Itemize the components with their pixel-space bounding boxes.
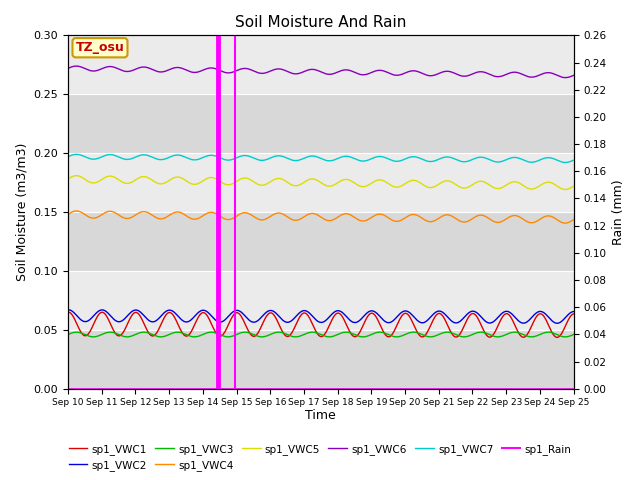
sp1_VWC6 — [280, 67, 288, 73]
sp1_VWC6 — [72, 63, 80, 69]
sp1_VWC4 — [258, 217, 266, 223]
sp1_VWC2 — [258, 313, 266, 319]
sp1_VWC5 — [506, 180, 513, 186]
sp1_VWC4 — [560, 220, 568, 226]
Bar — [68, 330, 573, 389]
sp1_VWC1 — [258, 322, 266, 328]
Line: sp1_VWC6: sp1_VWC6 — [68, 66, 573, 78]
sp1_VWC3 — [570, 332, 577, 337]
sp1_VWC2 — [152, 318, 160, 324]
sp1_VWC3 — [561, 334, 569, 340]
X-axis label: Time: Time — [305, 409, 336, 422]
Line: sp1_VWC1: sp1_VWC1 — [68, 312, 573, 337]
sp1_VWC4 — [570, 217, 577, 223]
sp1_VWC1 — [122, 324, 130, 330]
sp1_VWC2 — [560, 316, 568, 322]
sp1_VWC1 — [560, 326, 568, 332]
sp1_VWC2 — [506, 309, 513, 315]
sp1_VWC6 — [506, 70, 513, 76]
sp1_VWC6 — [64, 65, 72, 71]
sp1_VWC4 — [122, 216, 130, 221]
Bar — [68, 212, 573, 271]
Bar — [68, 94, 573, 153]
sp1_VWC5 — [72, 173, 80, 179]
sp1_VWC7 — [561, 160, 569, 166]
sp1_VWC1 — [506, 312, 513, 318]
Title: Soil Moisture And Rain: Soil Moisture And Rain — [235, 15, 406, 30]
sp1_VWC2 — [553, 320, 561, 326]
sp1_VWC3 — [560, 334, 568, 340]
Y-axis label: Rain (mm): Rain (mm) — [612, 179, 625, 245]
Line: sp1_VWC2: sp1_VWC2 — [68, 310, 573, 323]
sp1_VWC4 — [152, 215, 160, 220]
sp1_VWC7 — [506, 156, 513, 161]
sp1_VWC7 — [72, 152, 80, 157]
sp1_VWC4 — [72, 208, 80, 214]
sp1_VWC2 — [570, 309, 577, 314]
sp1_VWC4 — [280, 212, 288, 217]
sp1_VWC5 — [152, 180, 160, 185]
sp1_VWC7 — [258, 157, 266, 163]
Y-axis label: Soil Moisture (m3/m3): Soil Moisture (m3/m3) — [15, 143, 28, 281]
sp1_VWC6 — [258, 71, 266, 76]
sp1_VWC2 — [65, 307, 72, 312]
sp1_VWC5 — [560, 187, 568, 192]
sp1_VWC7 — [560, 159, 568, 165]
sp1_VWC6 — [561, 75, 569, 81]
sp1_VWC1 — [553, 335, 561, 340]
sp1_VWC2 — [64, 307, 72, 312]
sp1_VWC7 — [152, 156, 160, 162]
sp1_VWC2 — [122, 315, 130, 321]
sp1_VWC6 — [152, 68, 160, 74]
Line: sp1_VWC4: sp1_VWC4 — [68, 211, 573, 223]
Line: sp1_VWC5: sp1_VWC5 — [68, 176, 573, 190]
sp1_VWC6 — [570, 72, 577, 78]
sp1_VWC7 — [570, 157, 577, 163]
sp1_VWC3 — [64, 332, 72, 337]
sp1_VWC5 — [122, 180, 130, 186]
sp1_VWC7 — [280, 154, 288, 160]
sp1_VWC1 — [152, 331, 160, 337]
sp1_VWC3 — [122, 334, 130, 340]
sp1_VWC3 — [506, 330, 513, 336]
sp1_VWC1 — [570, 311, 577, 317]
Text: TZ_osu: TZ_osu — [76, 41, 124, 54]
sp1_VWC6 — [560, 75, 568, 81]
sp1_VWC3 — [152, 333, 160, 339]
sp1_VWC3 — [280, 330, 288, 336]
sp1_VWC1 — [64, 309, 72, 315]
sp1_VWC3 — [258, 334, 266, 340]
sp1_VWC1 — [280, 331, 288, 337]
sp1_VWC7 — [64, 154, 72, 159]
sp1_VWC4 — [64, 212, 72, 217]
sp1_VWC6 — [122, 69, 130, 74]
sp1_VWC5 — [570, 183, 577, 189]
sp1_VWC3 — [72, 329, 80, 335]
Line: sp1_VWC3: sp1_VWC3 — [68, 332, 573, 337]
sp1_VWC2 — [280, 318, 288, 324]
sp1_VWC4 — [506, 214, 513, 220]
sp1_VWC7 — [122, 156, 130, 162]
sp1_VWC5 — [561, 187, 569, 192]
sp1_VWC5 — [64, 176, 72, 182]
sp1_VWC4 — [561, 220, 569, 226]
Legend: sp1_VWC1, sp1_VWC2, sp1_VWC3, sp1_VWC4, sp1_VWC5, sp1_VWC6, sp1_VWC7, sp1_Rain: sp1_VWC1, sp1_VWC2, sp1_VWC3, sp1_VWC4, … — [65, 439, 575, 475]
sp1_VWC1 — [65, 309, 72, 315]
sp1_VWC5 — [280, 177, 288, 183]
Line: sp1_VWC7: sp1_VWC7 — [68, 155, 573, 163]
sp1_VWC5 — [258, 182, 266, 188]
